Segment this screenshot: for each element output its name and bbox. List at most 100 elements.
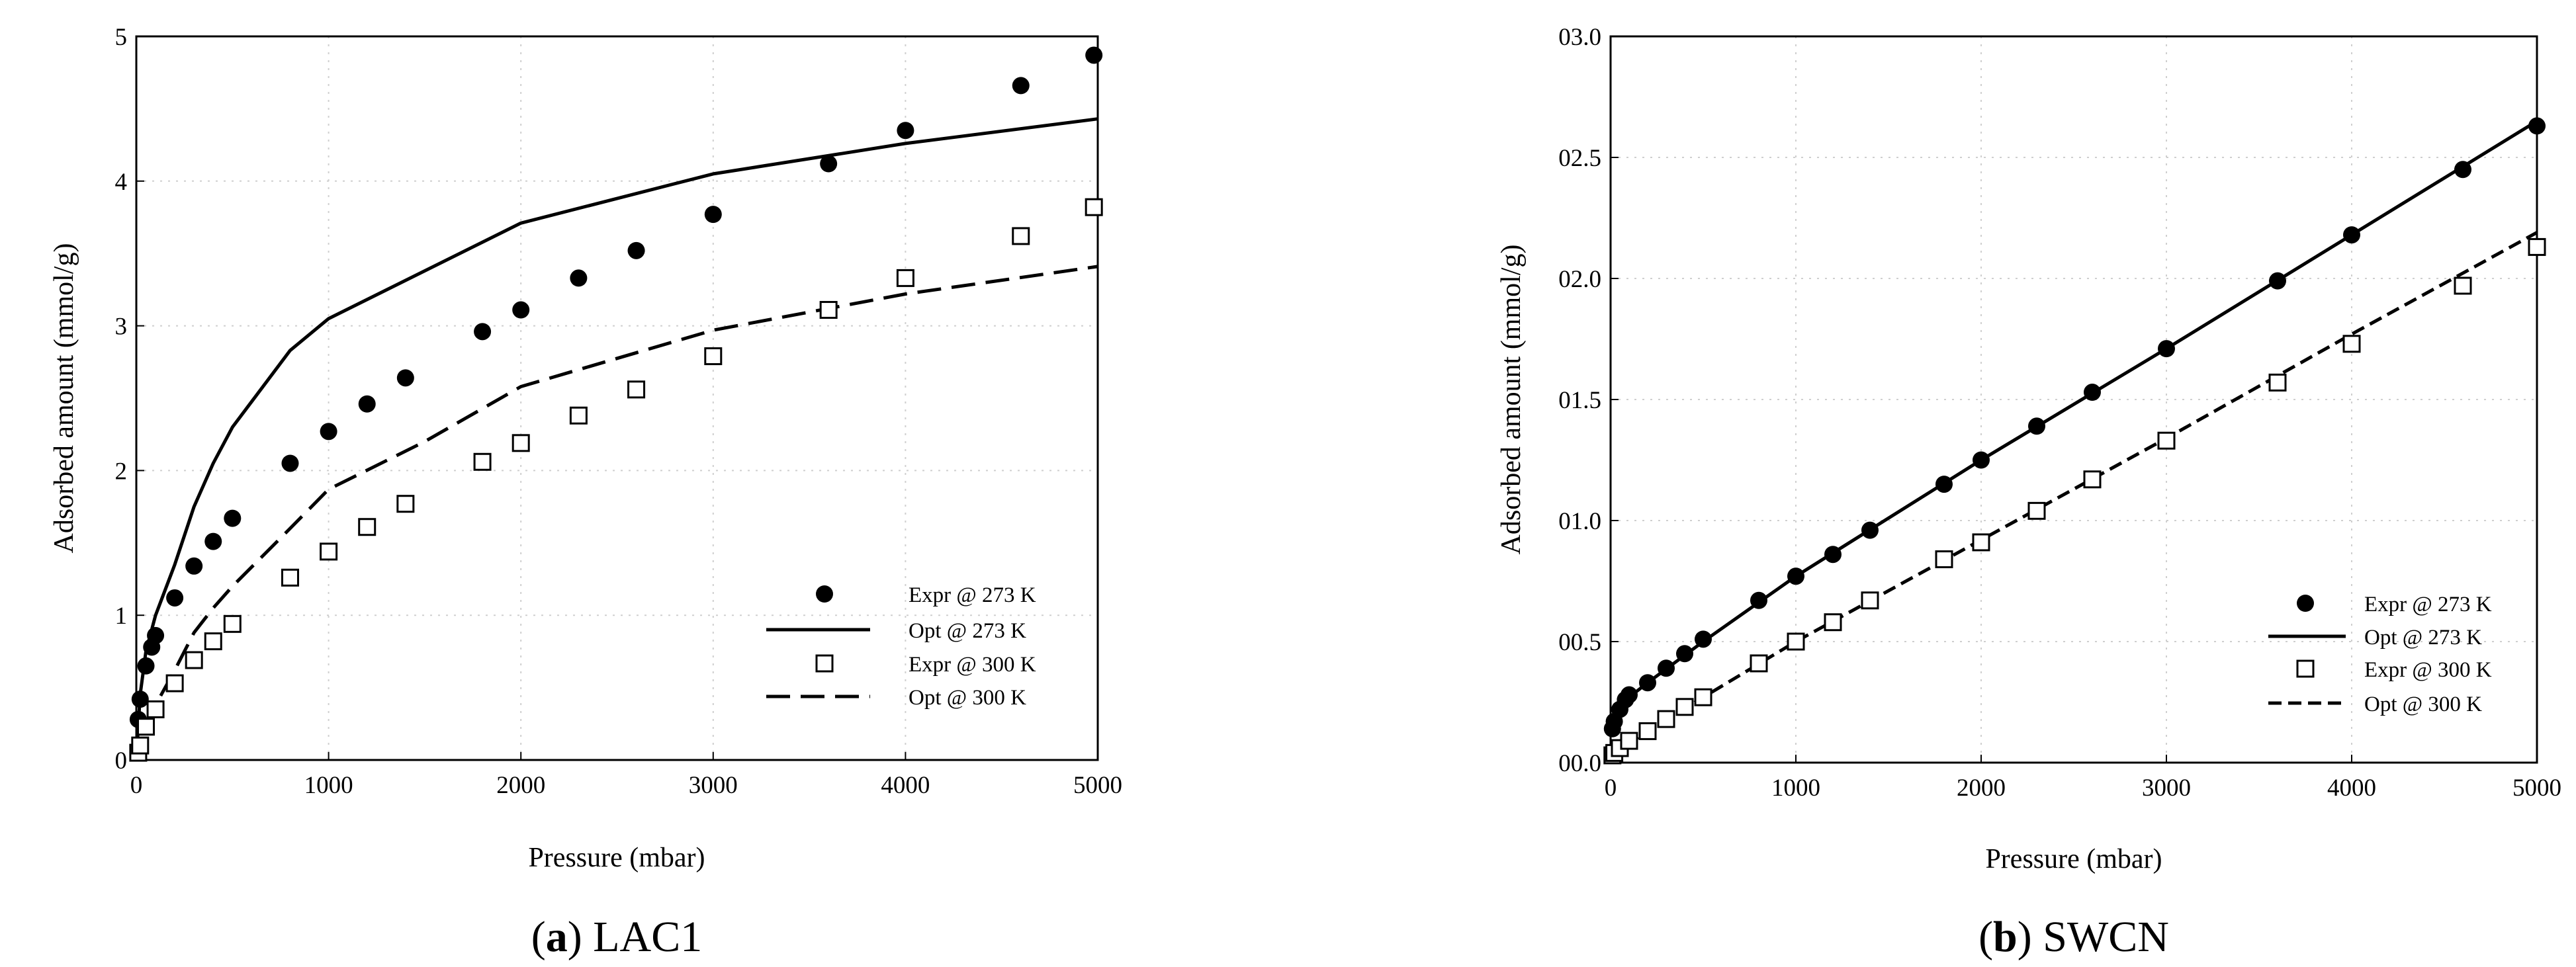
- y-tick-label: 02.0: [1558, 266, 1601, 293]
- data-point-expr-300: [396, 495, 415, 513]
- legend-b-label-opt-273: Opt @ 273 K: [2364, 626, 2482, 650]
- panel-a-lac1: 0 1000 2000 3000 4000 5000 0 1 2 3 4 5 Pressure (mb…: [49, 24, 1122, 961]
- data-point-expr-273: [1824, 546, 1842, 564]
- panel-b-caption: (b) SWCN: [1978, 913, 2169, 961]
- y-tick-label: 5: [115, 24, 128, 51]
- data-point-expr-273: [1621, 686, 1638, 704]
- y-tick-label: 01.5: [1558, 387, 1601, 414]
- panel-a-data-points: [129, 46, 1103, 762]
- data-point-expr-300: [2454, 276, 2472, 295]
- data-point-expr-300: [165, 674, 184, 693]
- data-point-expr-273: [396, 369, 414, 387]
- panel-a-plot-frame: [135, 35, 1099, 761]
- data-point-expr-273: [1695, 630, 1712, 648]
- data-point-expr-273: [2528, 117, 2546, 135]
- data-point-expr-273: [1658, 659, 1675, 677]
- y-tick-label: 1: [115, 603, 128, 630]
- y-tick-label: 01.0: [1558, 508, 1601, 535]
- panel-b-caption-name: SWCN: [2043, 913, 2169, 961]
- data-point-expr-273: [1012, 77, 1030, 95]
- panel-a-caption-name: LAC1: [593, 913, 702, 961]
- x-tick-label: 2000: [1957, 775, 2006, 802]
- y-tick-label: 4: [115, 169, 128, 196]
- data-point-expr-273: [1861, 521, 1879, 539]
- panel-b-grid: [1611, 36, 2537, 763]
- data-point-expr-273: [627, 241, 645, 259]
- legend-b-label-expr-300: Expr @ 300 K: [2364, 658, 2492, 682]
- data-point-expr-300: [1787, 632, 1805, 651]
- y-tick-label: 00.5: [1558, 629, 1601, 656]
- panel-a-x-axis-label: Pressure (mbar): [528, 843, 705, 873]
- data-point-expr-300: [131, 736, 150, 755]
- x-tick-label: 3000: [689, 772, 738, 799]
- panel-b-x-axis-label: Pressure (mbar): [1985, 844, 2162, 874]
- data-point-expr-300: [1694, 688, 1712, 706]
- data-point-expr-273: [185, 557, 203, 575]
- y-tick-label: 3: [115, 314, 128, 341]
- data-point-expr-273: [1676, 645, 1693, 663]
- data-point-expr-273: [1935, 476, 1953, 493]
- data-point-expr-300: [281, 568, 299, 587]
- data-point-expr-273: [2269, 272, 2286, 290]
- data-point-expr-300: [1972, 533, 1990, 552]
- data-point-expr-273: [1787, 568, 1804, 585]
- data-point-expr-273: [204, 532, 222, 550]
- data-point-expr-273: [320, 423, 337, 441]
- data-point-expr-300: [704, 347, 723, 366]
- data-point-expr-273: [897, 122, 914, 140]
- data-point-expr-300: [146, 700, 165, 718]
- data-point-expr-273: [820, 155, 838, 173]
- x-tick-label: 5000: [2512, 775, 2561, 802]
- data-point-expr-273: [1973, 451, 1990, 469]
- data-point-expr-300: [204, 632, 222, 651]
- x-tick-label: 3000: [2142, 775, 2191, 802]
- data-point-expr-300: [320, 542, 338, 561]
- data-point-expr-273: [512, 301, 530, 319]
- data-point-expr-300: [2268, 373, 2287, 392]
- data-point-expr-300: [1638, 722, 1657, 740]
- data-point-expr-273: [2158, 340, 2175, 358]
- data-point-expr-300: [1750, 654, 1768, 673]
- panel-a-caption-letter: a: [546, 913, 568, 961]
- data-point-expr-273: [570, 269, 588, 287]
- panel-b-y-axis-label: Adsorbed amount (mmol/g): [1496, 245, 1527, 555]
- y-tick-label: 00.0: [1558, 750, 1601, 777]
- data-point-expr-300: [1012, 227, 1030, 245]
- data-point-expr-300: [185, 651, 203, 669]
- data-point-expr-273: [1085, 46, 1103, 64]
- data-point-expr-273: [224, 509, 242, 527]
- x-tick-label: 5000: [1073, 772, 1122, 799]
- data-point-expr-273: [474, 323, 492, 341]
- x-tick-label: 0: [130, 772, 143, 799]
- data-point-expr-273: [2084, 384, 2101, 401]
- data-point-expr-300: [627, 380, 646, 399]
- panel-a-ticks: 0 1000 2000 3000 4000 5000 0 1 2 3 4 5: [115, 24, 1123, 799]
- x-tick-label: 1000: [304, 772, 353, 799]
- y-tick-label: 0: [115, 747, 128, 775]
- legend-a-label-opt-273: Opt @ 273 K: [909, 619, 1026, 643]
- data-point-expr-300: [1085, 198, 1103, 216]
- legend-b-label-opt-300: Opt @ 300 K: [2364, 693, 2482, 716]
- legend-a-marker-expr-300: [815, 654, 834, 673]
- data-point-expr-300: [223, 614, 242, 633]
- data-point-expr-273: [358, 395, 376, 413]
- data-point-expr-300: [819, 301, 838, 319]
- data-point-expr-273: [2343, 226, 2360, 244]
- data-point-expr-300: [2342, 335, 2361, 353]
- data-point-expr-300: [137, 718, 155, 736]
- data-point-expr-273: [2028, 417, 2045, 435]
- data-point-expr-273: [131, 691, 149, 708]
- legend-a-label-expr-300: Expr @ 300 K: [909, 653, 1036, 677]
- panel-a-caption: (a) LAC1: [531, 913, 702, 961]
- data-point-expr-273: [147, 626, 165, 644]
- data-point-expr-300: [2157, 431, 2176, 450]
- data-point-expr-300: [1935, 550, 1953, 569]
- legend-a-label-expr-273: Expr @ 273 K: [909, 583, 1036, 607]
- panel-b-caption-letter: b: [1993, 913, 2018, 961]
- data-point-expr-273: [2454, 161, 2471, 179]
- data-point-expr-273: [166, 589, 184, 607]
- y-tick-label: 02.5: [1558, 145, 1601, 172]
- data-point-expr-300: [2027, 501, 2046, 520]
- data-point-expr-273: [1750, 591, 1767, 609]
- data-point-expr-300: [358, 518, 377, 536]
